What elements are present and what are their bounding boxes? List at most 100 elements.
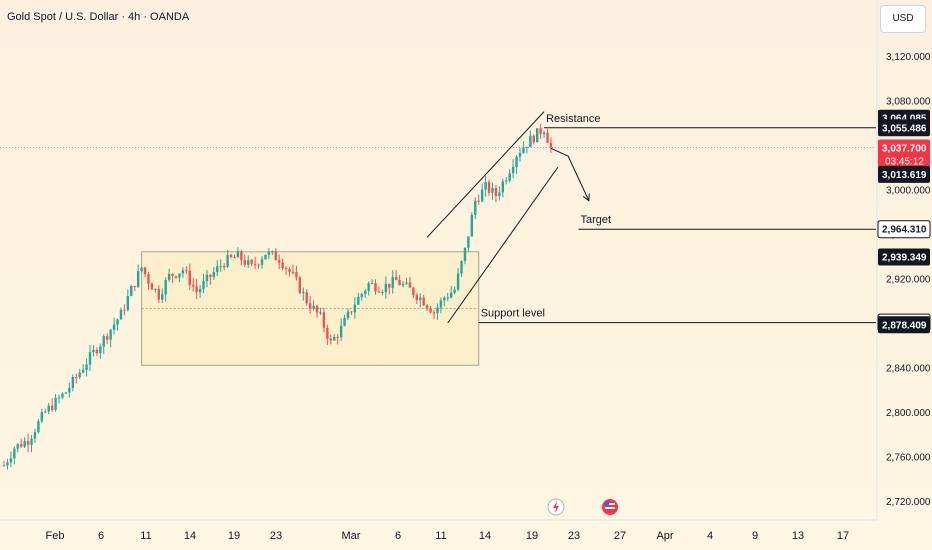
price-label: 2,964.310 [882,225,927,236]
candle-body [33,432,37,439]
candle-body [54,397,57,411]
candle-body [501,181,504,193]
candle-body [198,288,202,293]
price-label: 3,037.700 [882,144,927,155]
candle-body [343,318,346,326]
candle-body [119,309,123,320]
candle-body [288,269,291,272]
candle-body [281,262,284,269]
candle-body [326,327,329,339]
candle-body [549,142,553,148]
resistance-label: Resistance [546,113,600,125]
x-tick-label: Apr [656,530,673,542]
candle-body [126,295,130,310]
candle-body [370,283,374,285]
candle-body [401,283,405,286]
candle-body [515,156,518,167]
candle-body [253,263,257,265]
candle-body [322,312,326,328]
candle-body [102,336,105,347]
candle-body [511,166,515,174]
candle-body [529,135,532,147]
candle-body [219,266,222,268]
candle-body [30,438,33,445]
candle-body [50,405,54,411]
candle-body [133,285,136,287]
candle-body [312,305,315,309]
candle-body [422,297,425,306]
x-tick-label: 19 [526,530,538,542]
candle-body [391,276,394,288]
chart-title[interactable]: Gold Spot / U.S. Dollar · 4h · OANDA [7,11,190,23]
x-tick-label: 19 [228,530,240,542]
candle-body [336,336,339,338]
candle-body [92,349,95,353]
candle-body [384,283,388,292]
candle-body [161,294,164,300]
candle-body [546,132,549,143]
price-label: 3,064.085 [882,114,927,125]
candle-body [536,128,539,143]
candle-body [243,260,246,265]
candle-body [47,405,50,412]
candle-body [394,276,398,280]
candle-body [498,192,501,197]
candle-body [357,296,360,305]
candle-body [542,132,546,135]
x-tick-label: 13 [792,530,804,542]
x-tick-label: 11 [140,530,151,542]
candle-body [181,270,185,274]
x-tick-label: 9 [752,530,758,542]
target-label: Target [580,214,611,226]
x-tick-label: Feb [46,530,65,542]
candle-body [157,288,160,300]
channel-lower-line [447,166,559,324]
x-tick-label: 14 [184,530,196,542]
candle-body [429,308,432,313]
currency-button[interactable]: USD [880,5,926,33]
candle-body [20,443,23,447]
candle-body [443,297,446,301]
candle-body [229,254,233,258]
y-tick-label: 3,080.000 [886,97,931,108]
candle-body [247,260,250,265]
candle-body [522,147,525,154]
candle-body [150,283,154,290]
candle-body [140,267,143,272]
candle-body [415,295,418,301]
candle-body [174,276,178,278]
candle-body [40,412,44,422]
x-tick-label: 4 [707,530,713,542]
candle-body [68,387,71,393]
candle-body [291,271,295,273]
price-label: 2,939.349 [882,252,927,263]
x-tick-label: 6 [98,530,104,542]
candle-body [470,214,474,237]
candle-body [446,297,449,299]
candle-body [487,182,491,193]
candle-body [9,458,13,463]
price-label-timer: 03:45:12 [885,157,924,168]
candle-body [374,283,377,292]
price-label: 3,013.619 [882,170,927,181]
candle-body [236,251,240,258]
candle-body [267,251,271,255]
candle-body [44,411,47,413]
candle-body [308,303,312,309]
channel-upper-line [426,111,545,238]
x-tick-label: 27 [614,530,626,542]
candle-body [116,319,119,325]
price-label: 2,878.409 [882,320,927,331]
x-tick-label: Mar [342,530,361,542]
candle-body [209,274,212,277]
candle-body [450,292,453,298]
candle-body [360,293,363,297]
candle-body [439,300,443,308]
candle-body [13,448,16,459]
candle-body [185,270,188,272]
candle-body [257,264,260,266]
candle-body [367,283,370,291]
candle-body [405,282,408,284]
